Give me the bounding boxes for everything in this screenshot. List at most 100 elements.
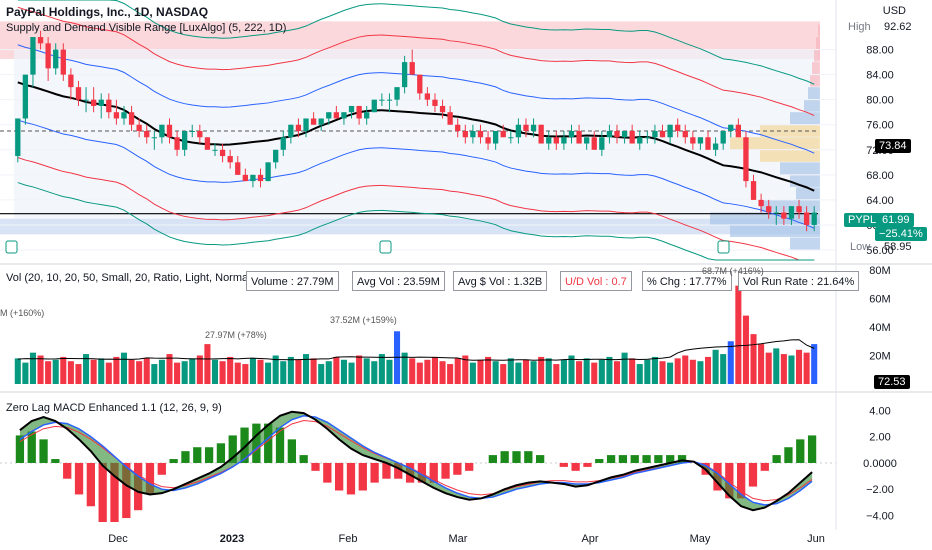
volume-bar — [431, 356, 438, 384]
macd-histogram-bar — [299, 455, 308, 463]
volume-bar — [136, 361, 143, 384]
volume-profile-bar — [760, 124, 820, 137]
volume-bar — [591, 362, 598, 384]
candle-body — [379, 99, 385, 101]
macd-histogram-bar — [524, 451, 533, 463]
time-tick-label: Apr — [581, 533, 598, 545]
candle-body — [166, 124, 173, 138]
macd-histogram-bar — [488, 455, 497, 463]
volume-bar — [583, 358, 590, 384]
volume-bar — [401, 352, 408, 384]
candle-body — [341, 112, 347, 119]
candle-body — [773, 212, 779, 214]
volume-bar — [629, 358, 636, 384]
macd-histogram-bar — [583, 462, 592, 467]
volume-bar — [469, 362, 476, 384]
candle-body — [386, 99, 393, 101]
candle-body — [151, 137, 157, 139]
volume-indicator-label[interactable]: Vol (20, 10, 20, 50, Small, 20, Ratio, L… — [6, 272, 307, 284]
volume-bar — [447, 364, 454, 384]
candle-body — [273, 149, 279, 163]
candle-body — [401, 62, 408, 88]
macd-histogram-bar — [512, 451, 521, 463]
macd-histogram-bar — [394, 462, 403, 479]
candle-body — [439, 105, 446, 113]
band-lower-red — [17, 157, 815, 261]
volume-profile-bar — [796, 187, 820, 200]
volume-bar — [697, 361, 704, 384]
macd-histogram-bar — [204, 447, 214, 463]
volume-bar — [424, 359, 431, 384]
volume-bar — [553, 364, 560, 384]
volume-bar — [295, 359, 302, 384]
macd-histogram-bar — [287, 439, 296, 463]
volume-bar — [29, 352, 36, 384]
volume-bar — [735, 285, 742, 384]
candle-body — [303, 118, 309, 131]
candle-body — [652, 131, 658, 138]
earnings-marker-icon — [717, 240, 730, 254]
volume-bar — [788, 355, 795, 384]
change-tag: −25.41% — [875, 227, 927, 241]
macd-histogram-bar — [86, 462, 95, 507]
macd-histogram-bar — [382, 462, 391, 479]
macd-histogram-bar — [275, 427, 285, 463]
volume-bar — [560, 359, 567, 384]
volume-bar — [37, 355, 44, 384]
macd-histogram-bar — [666, 455, 675, 463]
volume-bar — [287, 356, 294, 384]
band-upper-green — [17, 0, 815, 85]
volume-profile-bar — [760, 199, 820, 212]
candle-body — [424, 93, 431, 100]
macd-histogram-bar — [311, 462, 320, 471]
candle-body — [568, 131, 575, 138]
macd-histogram-bar — [122, 462, 131, 519]
volume-bar — [211, 359, 219, 384]
candle-body — [690, 137, 696, 144]
macd-histogram-bar — [110, 462, 119, 522]
vol-annotation-2: 27.97M (+78%) — [205, 330, 267, 340]
macd-indicator-label[interactable]: Zero Lag MACD Enhanced 1.1 (12, 26, 9, 9… — [6, 402, 222, 414]
volume-bar — [530, 361, 537, 384]
volume-bar — [750, 334, 757, 384]
volume-bar — [83, 354, 90, 384]
high-value: 92.62 — [884, 21, 912, 33]
volume-profile-bar — [790, 237, 820, 250]
volume-bar — [522, 359, 530, 384]
earnings-marker-icon — [5, 240, 18, 254]
poc-price-tag: 73.84 — [875, 139, 911, 153]
volume-bar — [234, 362, 241, 384]
volume-bar — [45, 361, 52, 384]
candle-body — [720, 131, 726, 144]
volume-bar — [704, 356, 712, 384]
macd-histogram-bar — [807, 435, 817, 463]
macd-histogram-bar — [417, 462, 427, 483]
candle-body — [811, 212, 817, 225]
indicator-label[interactable]: Supply and Demand Visible Range [LuxAlgo… — [6, 22, 287, 34]
earnings-marker-icon — [379, 240, 392, 254]
volume-bar — [659, 361, 666, 384]
macd-histogram-bar — [216, 443, 226, 463]
stat-run-rate: Vol Run Rate : 21.64% — [738, 271, 860, 291]
candle-body — [174, 137, 180, 150]
volume-average-line — [17, 339, 815, 361]
band-upper-blue — [17, 44, 815, 154]
time-tick-label: Feb — [339, 533, 358, 545]
macd-histogram-bar — [264, 423, 273, 463]
candle-body — [219, 149, 226, 157]
volume-bar — [204, 344, 211, 384]
candle-body — [576, 131, 582, 144]
volume-profile-bar — [812, 62, 820, 75]
macd-tick-label: 0.0000 — [863, 458, 897, 470]
candle-body — [242, 174, 248, 182]
stat-ud-vol: U/D Vol : 0.7 — [560, 271, 632, 291]
candle-body — [584, 137, 590, 144]
candle-body — [462, 131, 468, 138]
volume-bar — [515, 362, 522, 384]
macd-signal-line — [19, 414, 813, 506]
macd-histogram-bar — [737, 462, 746, 499]
volume-bar — [333, 356, 340, 384]
volume-bar — [712, 349, 719, 384]
